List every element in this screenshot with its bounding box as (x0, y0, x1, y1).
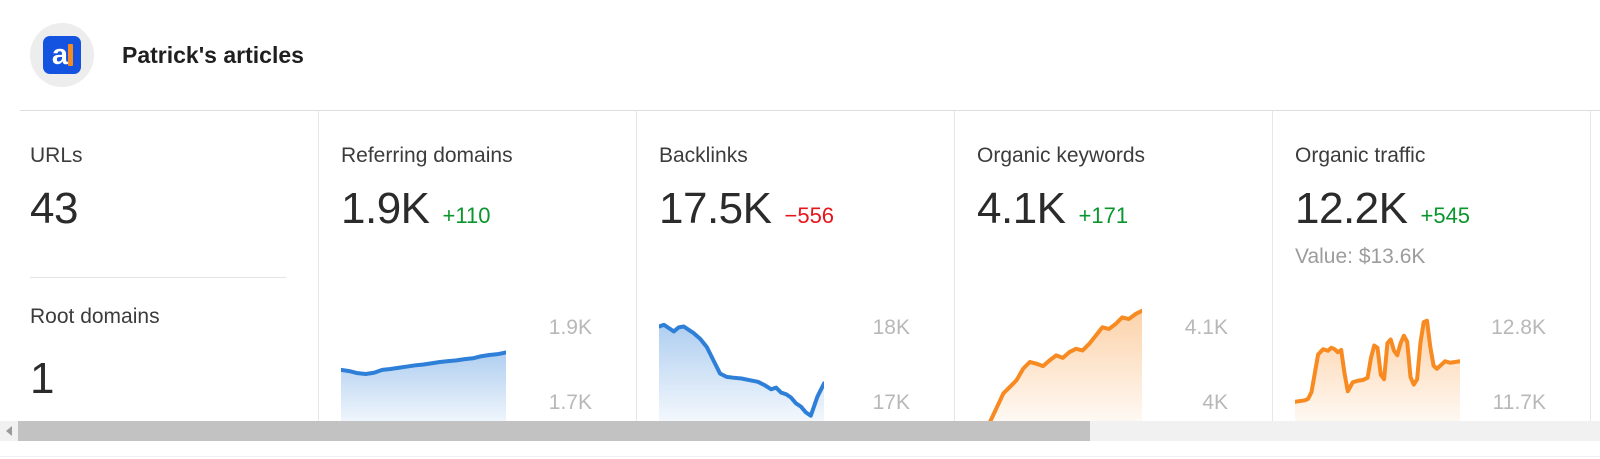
metric-value[interactable]: 12.2K (1295, 184, 1408, 233)
axis-label-top: 4.1K (1184, 316, 1228, 339)
sparkline-backlinks: 18K 17K (659, 303, 910, 421)
axis-label-top: 18K (872, 316, 910, 339)
metric-label: Organic keywords (977, 144, 1146, 167)
ahrefs-logo-icon: a (43, 36, 81, 74)
metric-card-backlinks: Backlinks 17.5K −556 18K 17K (636, 111, 954, 421)
axis-label-top: 12.8K (1491, 316, 1546, 339)
metric-label: Root domains (30, 305, 160, 329)
axis-label-bottom: 4K (1202, 391, 1228, 414)
metric-value[interactable]: 4.1K (977, 184, 1066, 233)
sparkline-organic-traffic: 12.8K 11.7K (1295, 303, 1546, 421)
bottom-border (0, 456, 1600, 457)
header-divider (20, 110, 1600, 111)
sparkline-chart (977, 303, 1142, 421)
scroll-left-button[interactable] (0, 421, 18, 441)
metric-label: Backlinks (659, 144, 748, 167)
header: a Patrick's articles (0, 0, 1600, 110)
metric-value[interactable]: 1.9K (341, 184, 430, 233)
traffic-value-note: Value: $13.6K (1295, 245, 1426, 269)
axis-label-bottom: 17K (872, 391, 910, 414)
axis-label-bottom: 11.7K (1492, 391, 1546, 414)
scrollbar-thumb[interactable] (18, 421, 1090, 441)
axis-label-top: 1.9K (548, 316, 592, 339)
metric-label: Organic traffic (1295, 144, 1426, 167)
logo-letter: a (51, 38, 69, 71)
metric-card-referring-domains: Referring domains 1.9K +110 1.9K 1.7K (318, 111, 636, 421)
sparkline-referring-domains: 1.9K 1.7K (341, 303, 592, 421)
metric-delta: −556 (784, 203, 835, 228)
metric-label: Referring domains (341, 144, 513, 167)
metric-value[interactable]: 43 (30, 184, 78, 233)
page-title[interactable]: Patrick's articles (122, 41, 304, 68)
metric-delta: +545 (1420, 203, 1471, 228)
metric-delta: +171 (1078, 203, 1129, 228)
arrow-left-icon (6, 426, 12, 436)
sparkline-chart (659, 303, 824, 421)
sparkline-organic-keywords: 4.1K 4K (977, 303, 1228, 421)
section-divider (30, 277, 286, 279)
metric-card-organic-keywords: Organic keywords 4.1K +171 4.1K 4K (954, 111, 1272, 421)
next-column-partial (1590, 111, 1600, 421)
metric-label: URLs (30, 144, 83, 167)
project-avatar[interactable]: a (30, 23, 94, 87)
horizontal-scrollbar[interactable] (0, 421, 1600, 441)
metric-value[interactable]: 1 (30, 354, 54, 404)
axis-label-bottom: 1.7K (548, 391, 592, 414)
sparkline-chart (1295, 303, 1460, 421)
metric-card-organic-traffic: Organic traffic 12.2K +545 Value: $13.6K… (1272, 111, 1590, 421)
metric-value[interactable]: 17.5K (659, 184, 772, 233)
metrics-row: URLs 43 Root domains 1 Referring domains… (0, 111, 1600, 421)
metric-delta: +110 (442, 203, 491, 228)
sparkline-chart (341, 303, 506, 421)
metric-card-urls-root-domains: URLs 43 Root domains 1 (0, 111, 318, 421)
logo-accent-bar (68, 44, 73, 66)
